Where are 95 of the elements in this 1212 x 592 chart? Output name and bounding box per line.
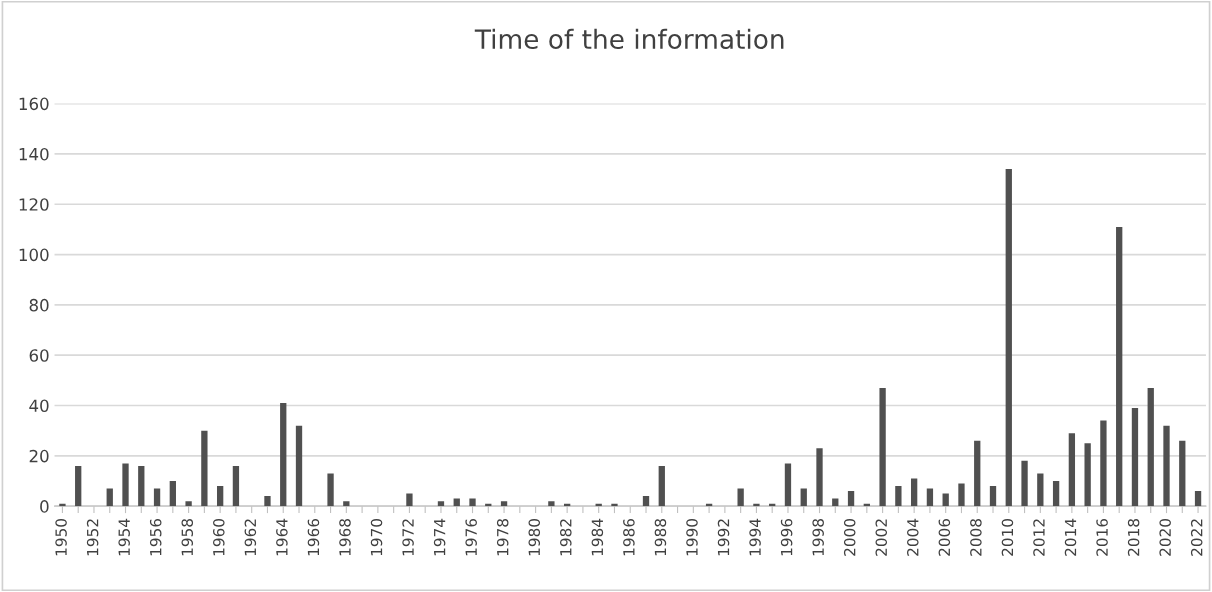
- y-tick-label: 120: [19, 198, 49, 211]
- x-tick-label: 2022: [1190, 519, 1203, 556]
- bar: [800, 488, 807, 507]
- bar: [784, 463, 792, 507]
- bar: [264, 496, 271, 507]
- bar: [75, 465, 82, 507]
- bar: [1194, 491, 1202, 507]
- x-tick-label: 1954: [118, 518, 130, 556]
- x-tick-label: 1966: [307, 518, 320, 556]
- bar: [974, 440, 981, 507]
- x-tick-label: 2016: [1096, 518, 1108, 556]
- x-tick-label: 1980: [528, 518, 541, 556]
- x-tick-label: 1988: [654, 519, 667, 556]
- bar: [1052, 481, 1060, 507]
- bar: [1116, 226, 1123, 507]
- x-tick-label: 1986: [623, 518, 635, 556]
- x-tick-label: 1956: [149, 518, 162, 556]
- bar: [895, 486, 902, 507]
- bar: [1163, 425, 1170, 507]
- bar: [217, 486, 224, 507]
- x-tick-label: 2020: [1159, 518, 1171, 556]
- bar: [1005, 169, 1012, 507]
- y-tick-label: 160: [19, 97, 49, 111]
- bar: [737, 488, 744, 507]
- x-tick-label: 1998: [812, 519, 824, 556]
- x-tick-label: 1972: [402, 519, 414, 556]
- bar: [201, 430, 208, 507]
- bar: [169, 481, 176, 507]
- bar: [232, 465, 240, 507]
- bar: [343, 501, 350, 507]
- bar: [1084, 443, 1091, 507]
- bar: [1147, 387, 1154, 507]
- y-tick-label: 20: [29, 449, 49, 463]
- x-tick-label: 1982: [560, 519, 572, 556]
- y-tick-label: 40: [29, 399, 49, 413]
- x-tick-label: 1996: [780, 518, 793, 556]
- bar: [106, 488, 113, 507]
- bar: [1068, 433, 1076, 507]
- bar: [642, 496, 650, 507]
- x-tick-label: 2018: [1127, 519, 1140, 556]
- x-tick-label: 1962: [244, 519, 257, 556]
- y-tick-label: 100: [19, 248, 49, 262]
- x-tick-label: 1958: [181, 519, 194, 556]
- x-tick-label: 1964: [276, 518, 288, 556]
- x-tick-label: 1990: [686, 518, 698, 556]
- x-tick-label: 2004: [907, 518, 919, 556]
- bar: [437, 501, 445, 507]
- y-tick-label: 80: [29, 298, 49, 312]
- bar: [548, 501, 555, 507]
- y-tick-label: 0: [40, 500, 49, 513]
- x-tick-label: 2006: [938, 518, 951, 556]
- x-tick-label: 1950: [55, 518, 67, 556]
- bar: [942, 493, 949, 507]
- bar: [122, 463, 129, 507]
- x-tick-label: 2010: [1001, 518, 1014, 556]
- x-tick-label: 1992: [717, 519, 730, 556]
- x-tick-label: 2012: [1033, 519, 1045, 556]
- x-tick-label: 1970: [370, 518, 383, 556]
- x-tick-label: 1960: [213, 518, 225, 556]
- bar: [327, 473, 334, 507]
- bar: [153, 488, 161, 507]
- bar: [185, 501, 192, 507]
- x-tick-label: 1994: [749, 518, 761, 556]
- x-tick-label: 1976: [465, 518, 477, 556]
- x-tick-label: 2014: [1064, 518, 1077, 556]
- bar: [138, 465, 145, 507]
- y-tick-label: 60: [29, 349, 49, 362]
- bar: [816, 448, 823, 507]
- bar: [469, 498, 476, 507]
- x-tick-label: 1974: [433, 518, 446, 556]
- bar: [295, 425, 303, 507]
- bar: [958, 483, 965, 507]
- x-tick-label: 1952: [86, 519, 99, 556]
- bar: [879, 387, 886, 507]
- bar: [989, 486, 997, 507]
- x-tick-label: 2002: [875, 519, 888, 556]
- y-tick-label: 140: [19, 147, 49, 161]
- bar: [926, 488, 934, 507]
- bar: [1100, 420, 1107, 507]
- x-tick-label: 2008: [970, 519, 982, 556]
- chart-title: Time of the information: [474, 28, 784, 50]
- bar: [280, 403, 287, 507]
- bar: [910, 478, 918, 507]
- x-tick-label: 1978: [496, 519, 509, 556]
- bar: [1021, 460, 1028, 507]
- x-tick-label: 1968: [339, 519, 351, 556]
- bar: [658, 465, 665, 507]
- x-tick-label: 2000: [843, 518, 856, 556]
- bar: [1179, 440, 1186, 507]
- bar: [1037, 473, 1044, 507]
- bar: [847, 491, 855, 507]
- bar: [406, 493, 413, 507]
- x-tick-label: 1984: [591, 518, 604, 556]
- bar: [1131, 408, 1139, 507]
- bar: [500, 501, 508, 507]
